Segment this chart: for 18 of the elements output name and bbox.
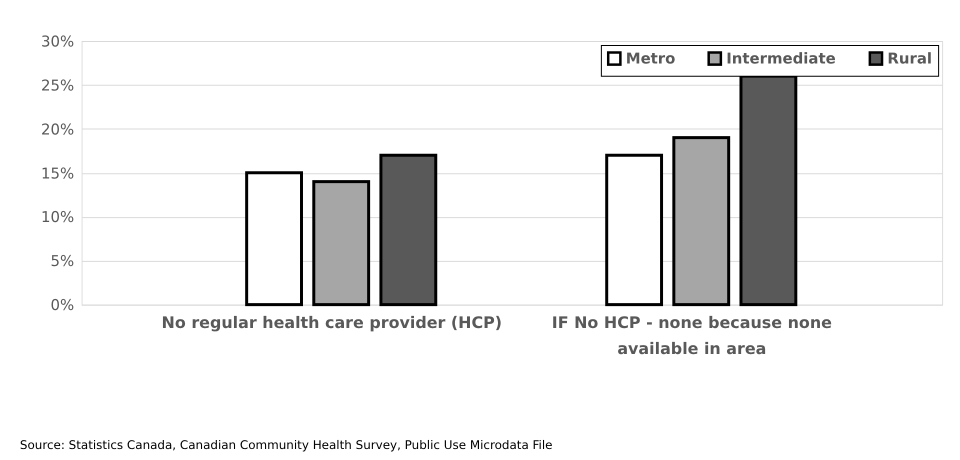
y-tick-label: 5% [50,252,74,270]
bar [245,171,303,306]
y-tick-label: 10% [40,208,74,226]
bar [605,154,664,306]
y-tick-label: 15% [40,164,74,182]
y-tick-label: 20% [40,120,74,138]
bar [379,154,438,306]
bar [312,180,370,306]
y-tick-label: 0% [50,296,74,314]
x-tick-label: No regular health care provider (HCP) [162,312,502,332]
y-tick-label: 25% [40,76,74,94]
legend-label: Metro [626,50,676,68]
y-tick-label: 30% [40,32,74,50]
legend-label: Intermediate [726,50,836,68]
x-tick-label: IF No HCP - none because none available in area [552,312,832,358]
bar [672,136,730,306]
legend-label: Rural [887,50,932,68]
source-note: Source: Statistics Canada, Canadian Community Health Survey, Public Use Microdata File [20,438,553,452]
